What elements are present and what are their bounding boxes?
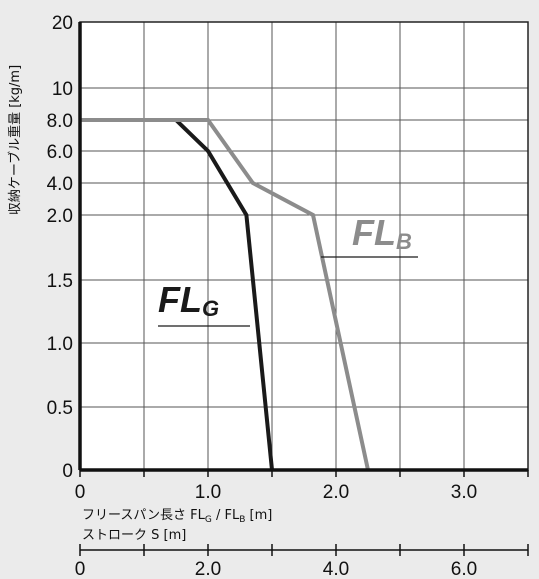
series-label-b: FLB xyxy=(352,212,412,254)
y-tick-label: 6.0 xyxy=(47,142,73,163)
series-lines xyxy=(80,118,370,471)
x-axis-label: フリースパン長さ FLG / FLB [m] xyxy=(82,508,272,525)
x2-tick-label: 4.0 xyxy=(323,559,349,579)
series-label-g: FLG xyxy=(158,279,219,321)
y-tick-label: 2.0 xyxy=(47,206,73,227)
x2-tick-label: 2.0 xyxy=(195,559,221,579)
y-axis-label: 収納ケーブル重量 [kg/m] xyxy=(7,65,23,215)
y-tick-label: 1.0 xyxy=(47,334,73,355)
y-tick-label: 10 xyxy=(52,79,73,100)
x-tick-label: 3.0 xyxy=(451,482,477,503)
y-tick-label: 1.5 xyxy=(47,271,73,292)
series-labels: FLG FLB xyxy=(158,212,418,327)
plot-frame xyxy=(78,21,529,556)
y-tick-label: 0.5 xyxy=(47,398,73,419)
y-tick-label: 4.0 xyxy=(47,174,73,195)
x2-tick-label: 0 xyxy=(75,559,86,579)
x2-tick-label: 6.0 xyxy=(451,559,477,579)
y-tick-label: 8.0 xyxy=(47,111,73,132)
axis-labels: 収納ケーブル重量 [kg/m] フリースパン長さ FLG / FLB [m] ストロ… xyxy=(7,65,272,543)
x-tick-label: 1.0 xyxy=(195,482,221,503)
plot-area xyxy=(80,22,528,470)
y-tick-label: 20 xyxy=(52,13,73,34)
tick-labels: 0 0.5 1.0 1.5 2.0 4.0 6.0 8.0 10 20 0 1.0 2.0 3.0 0 2.0… xyxy=(47,13,478,579)
x2-axis-label: ストローク S [m] xyxy=(82,528,186,543)
y-tick-label: 0 xyxy=(62,461,73,482)
x-tick-label: 2.0 xyxy=(323,482,349,503)
grid xyxy=(80,21,528,471)
x-tick-label: 0 xyxy=(75,482,86,503)
series-line-b xyxy=(80,118,370,471)
